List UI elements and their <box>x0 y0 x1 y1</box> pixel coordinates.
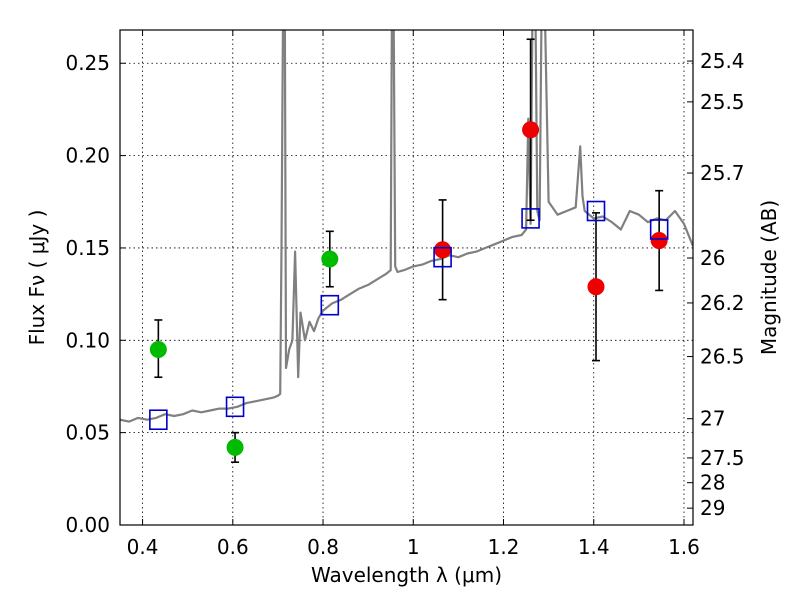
y-tick-label: 0.15 <box>65 236 110 260</box>
plot-frame <box>119 29 694 526</box>
x-tick-label: 1.4 <box>578 535 610 559</box>
x-tick-label: 0.6 <box>217 535 249 559</box>
data-point <box>650 232 668 250</box>
data-point <box>226 438 244 456</box>
spectrum-layer <box>120 30 693 423</box>
model-square-marker <box>225 396 245 418</box>
y-axis-label-right: Magnitude (AB) <box>757 200 781 355</box>
y-tick-label: 0.10 <box>65 328 110 352</box>
ticks-layer: 0.4 0.6 0.8 1 1.2 1.4 1.6 0.00 0.05 0.10 0.15 0.20 0… <box>65 30 745 559</box>
y-tick-label: 0.05 <box>65 421 110 445</box>
right-tick-label: 29 <box>700 496 725 520</box>
model-square-marker <box>586 200 606 222</box>
data-point <box>434 241 452 259</box>
x-tick-label: 1.2 <box>488 535 520 559</box>
grid <box>120 30 693 525</box>
right-tick-label: 26.2 <box>700 291 745 315</box>
x-tick-label: 1 <box>407 535 420 559</box>
model-square-marker <box>649 219 669 240</box>
data-points-layer <box>149 38 669 464</box>
x-tick-label: 1.6 <box>668 535 700 559</box>
x-axis-label: Wavelength λ (μm) <box>311 563 502 587</box>
model-square-marker <box>433 246 452 268</box>
x-tick-label: 0.8 <box>307 535 339 559</box>
model-square-marker <box>149 409 168 431</box>
y-axis-label: Flux Fν ( μJy ) <box>25 210 49 346</box>
data-point <box>321 250 339 268</box>
right-tick-label: 26 <box>700 246 725 270</box>
y-tick-label: 0.00 <box>65 513 110 537</box>
right-tick-label: 26.5 <box>700 345 745 369</box>
right-tick-label: 25.5 <box>700 90 745 114</box>
data-point <box>522 121 540 139</box>
model-square-marker <box>521 208 540 229</box>
y-tick-label: 0.25 <box>65 51 110 75</box>
right-tick-label: 25.4 <box>700 49 745 73</box>
y-tick-label: 0.20 <box>65 144 110 168</box>
right-tick-label: 25.7 <box>700 161 745 185</box>
x-tick-label: 0.4 <box>127 535 159 559</box>
right-tick-label: 28 <box>700 471 725 495</box>
spectrum-line <box>120 30 693 423</box>
right-tick-label: 27 <box>700 407 725 431</box>
model-square-marker <box>320 294 340 316</box>
data-point <box>149 341 167 359</box>
data-point <box>587 278 605 296</box>
right-tick-label: 27.5 <box>700 446 745 470</box>
